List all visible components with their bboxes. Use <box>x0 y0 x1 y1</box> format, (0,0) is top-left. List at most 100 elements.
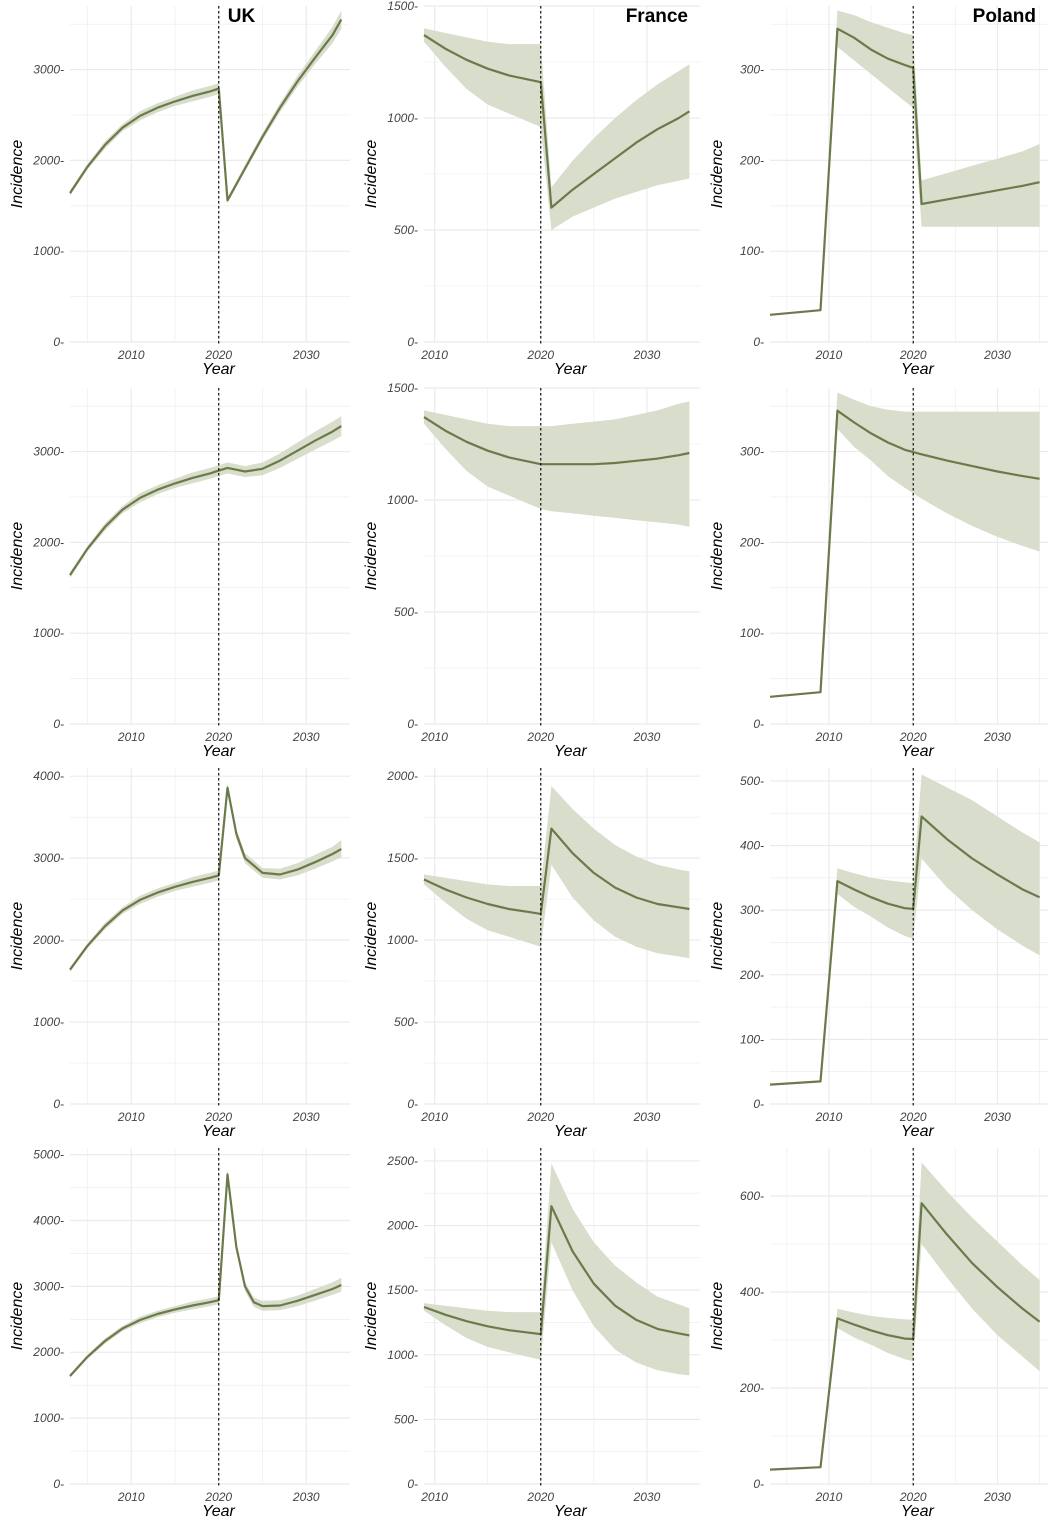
y-axis-title: Incidence <box>9 140 26 209</box>
y-tick-label: 1500- <box>387 1283 418 1297</box>
y-tick-label: 0- <box>753 1477 764 1491</box>
y-tick-label: 1000- <box>387 1348 418 1362</box>
x-axis-title: Year <box>901 361 935 378</box>
confidence-band <box>70 10 342 204</box>
x-axis-title: Year <box>202 361 236 378</box>
y-tick-label: 4000- <box>33 769 64 783</box>
confidence-band <box>770 774 1040 1085</box>
x-tick-label: 2020 <box>204 1490 232 1504</box>
x-tick-label: 2010 <box>815 348 843 362</box>
country-label: UK <box>228 6 256 27</box>
panel-1-3: 0- 100- 200- 300- 2010 2020 2030 Year Incidence P… <box>709 6 1048 378</box>
x-axis-title: Year <box>202 1123 236 1140</box>
y-tick-label: 600- <box>740 1189 764 1203</box>
y-tick-label: 1000- <box>387 493 418 507</box>
confidence-band <box>424 1163 690 1376</box>
x-tick-label: 2020 <box>526 348 554 362</box>
x-tick-label: 2030 <box>633 1110 661 1124</box>
x-tick-label: 2010 <box>815 1110 843 1124</box>
x-axis-title: Year <box>901 1503 935 1520</box>
y-axis-title: Incidence <box>363 1282 380 1351</box>
x-axis-title: Year <box>554 361 588 378</box>
y-tick-label: 1000- <box>387 933 418 947</box>
y-tick-label: 500- <box>394 223 418 237</box>
x-tick-label: 2020 <box>526 1110 554 1124</box>
x-axis-title: Year <box>901 1123 935 1140</box>
panel-3-2: 0- 500- 1000- 1500- 2000- 2010 2020 2030 Year Inc… <box>363 768 700 1140</box>
confidence-band <box>70 782 342 973</box>
confidence-band <box>770 392 1040 697</box>
x-tick-label: 2020 <box>899 1490 927 1504</box>
country-label: France <box>626 6 688 27</box>
panel-3-1: 0- 1000- 2000- 3000- 4000- 2010 2020 2030 Year In… <box>9 768 350 1140</box>
x-tick-label: 2010 <box>815 1490 843 1504</box>
y-tick-label: 1500- <box>387 851 418 865</box>
y-tick-label: 500- <box>394 1412 418 1426</box>
x-tick-label: 2010 <box>117 730 145 744</box>
panel-3-3: 0- 100- 200- 300- 400- 500- 2010 2020 2030 Year In… <box>709 768 1048 1140</box>
x-tick-label: 2010 <box>420 348 448 362</box>
y-tick-label: 200- <box>739 535 764 549</box>
incidence-line <box>423 34 690 209</box>
incidence-line <box>69 786 342 971</box>
y-tick-label: 5000- <box>33 1148 64 1162</box>
y-tick-label: 300- <box>740 903 764 917</box>
confidence-band <box>424 28 690 231</box>
x-tick-label: 2020 <box>526 1490 554 1504</box>
x-tick-label: 2010 <box>117 1490 145 1504</box>
confidence-band <box>70 416 342 578</box>
y-axis-title: Incidence <box>363 140 380 209</box>
y-tick-label: 2000- <box>32 153 64 167</box>
y-tick-label: 0- <box>407 1097 418 1111</box>
confidence-band <box>770 10 1040 315</box>
x-tick-label: 2020 <box>526 730 554 744</box>
y-axis-title: Incidence <box>709 140 726 209</box>
incidence-line <box>769 27 1040 316</box>
y-tick-label: 500- <box>394 1015 418 1029</box>
x-tick-label: 2010 <box>117 1110 145 1124</box>
y-tick-label: 400- <box>740 1285 764 1299</box>
y-tick-label: 1500- <box>387 0 418 13</box>
x-tick-label: 2030 <box>983 348 1011 362</box>
x-tick-label: 2030 <box>633 1490 661 1504</box>
y-axis-title: Incidence <box>709 1282 726 1351</box>
x-tick-label: 2030 <box>292 348 320 362</box>
confidence-band <box>70 1169 342 1378</box>
y-tick-label: 100- <box>740 626 764 640</box>
x-tick-label: 2030 <box>983 1110 1011 1124</box>
x-tick-label: 2030 <box>983 730 1011 744</box>
y-tick-label: 1000- <box>33 1015 64 1029</box>
x-tick-label: 2030 <box>633 348 661 362</box>
y-tick-label: 1000- <box>387 111 418 125</box>
x-tick-label: 2020 <box>899 1110 927 1124</box>
y-axis-title: Incidence <box>363 522 380 591</box>
incidence-line <box>423 827 690 916</box>
x-tick-label: 2010 <box>420 730 448 744</box>
panel-1-2: 0- 500- 1000- 1500- 2010 2020 2030 Year Incidenc… <box>363 0 700 378</box>
confidence-band <box>424 786 690 959</box>
y-tick-label: 0- <box>407 335 418 349</box>
y-tick-label: 300- <box>740 445 764 459</box>
y-tick-label: 0- <box>53 717 64 731</box>
x-tick-label: 2010 <box>815 730 843 744</box>
x-tick-label: 2030 <box>292 730 320 744</box>
y-tick-label: 0- <box>53 1477 64 1491</box>
x-axis-title: Year <box>554 743 588 760</box>
country-label: Poland <box>973 6 1036 27</box>
y-tick-label: 1000- <box>33 244 64 258</box>
panel-4-1: 0- 1000- 2000- 3000- 4000- 5000- 2010 2020 2030 Y… <box>9 1148 350 1520</box>
panel-2-1: 0- 1000- 2000- 3000- 2010 2020 2030 Year Inciden… <box>9 388 350 760</box>
y-tick-label: 3000- <box>33 63 64 77</box>
y-tick-label: 400- <box>740 839 764 853</box>
confidence-band <box>770 1162 1040 1470</box>
y-axis-title: Incidence <box>9 1282 26 1351</box>
y-tick-label: 2000- <box>32 933 64 947</box>
y-tick-label: 3000- <box>33 851 64 865</box>
incidence-line <box>69 1173 342 1377</box>
x-axis-title: Year <box>554 1503 588 1520</box>
y-tick-label: 1000- <box>33 626 64 640</box>
incidence-line <box>69 19 343 202</box>
y-axis-title: Incidence <box>9 902 26 971</box>
x-tick-label: 2020 <box>899 348 927 362</box>
incidence-line <box>769 1202 1041 1471</box>
